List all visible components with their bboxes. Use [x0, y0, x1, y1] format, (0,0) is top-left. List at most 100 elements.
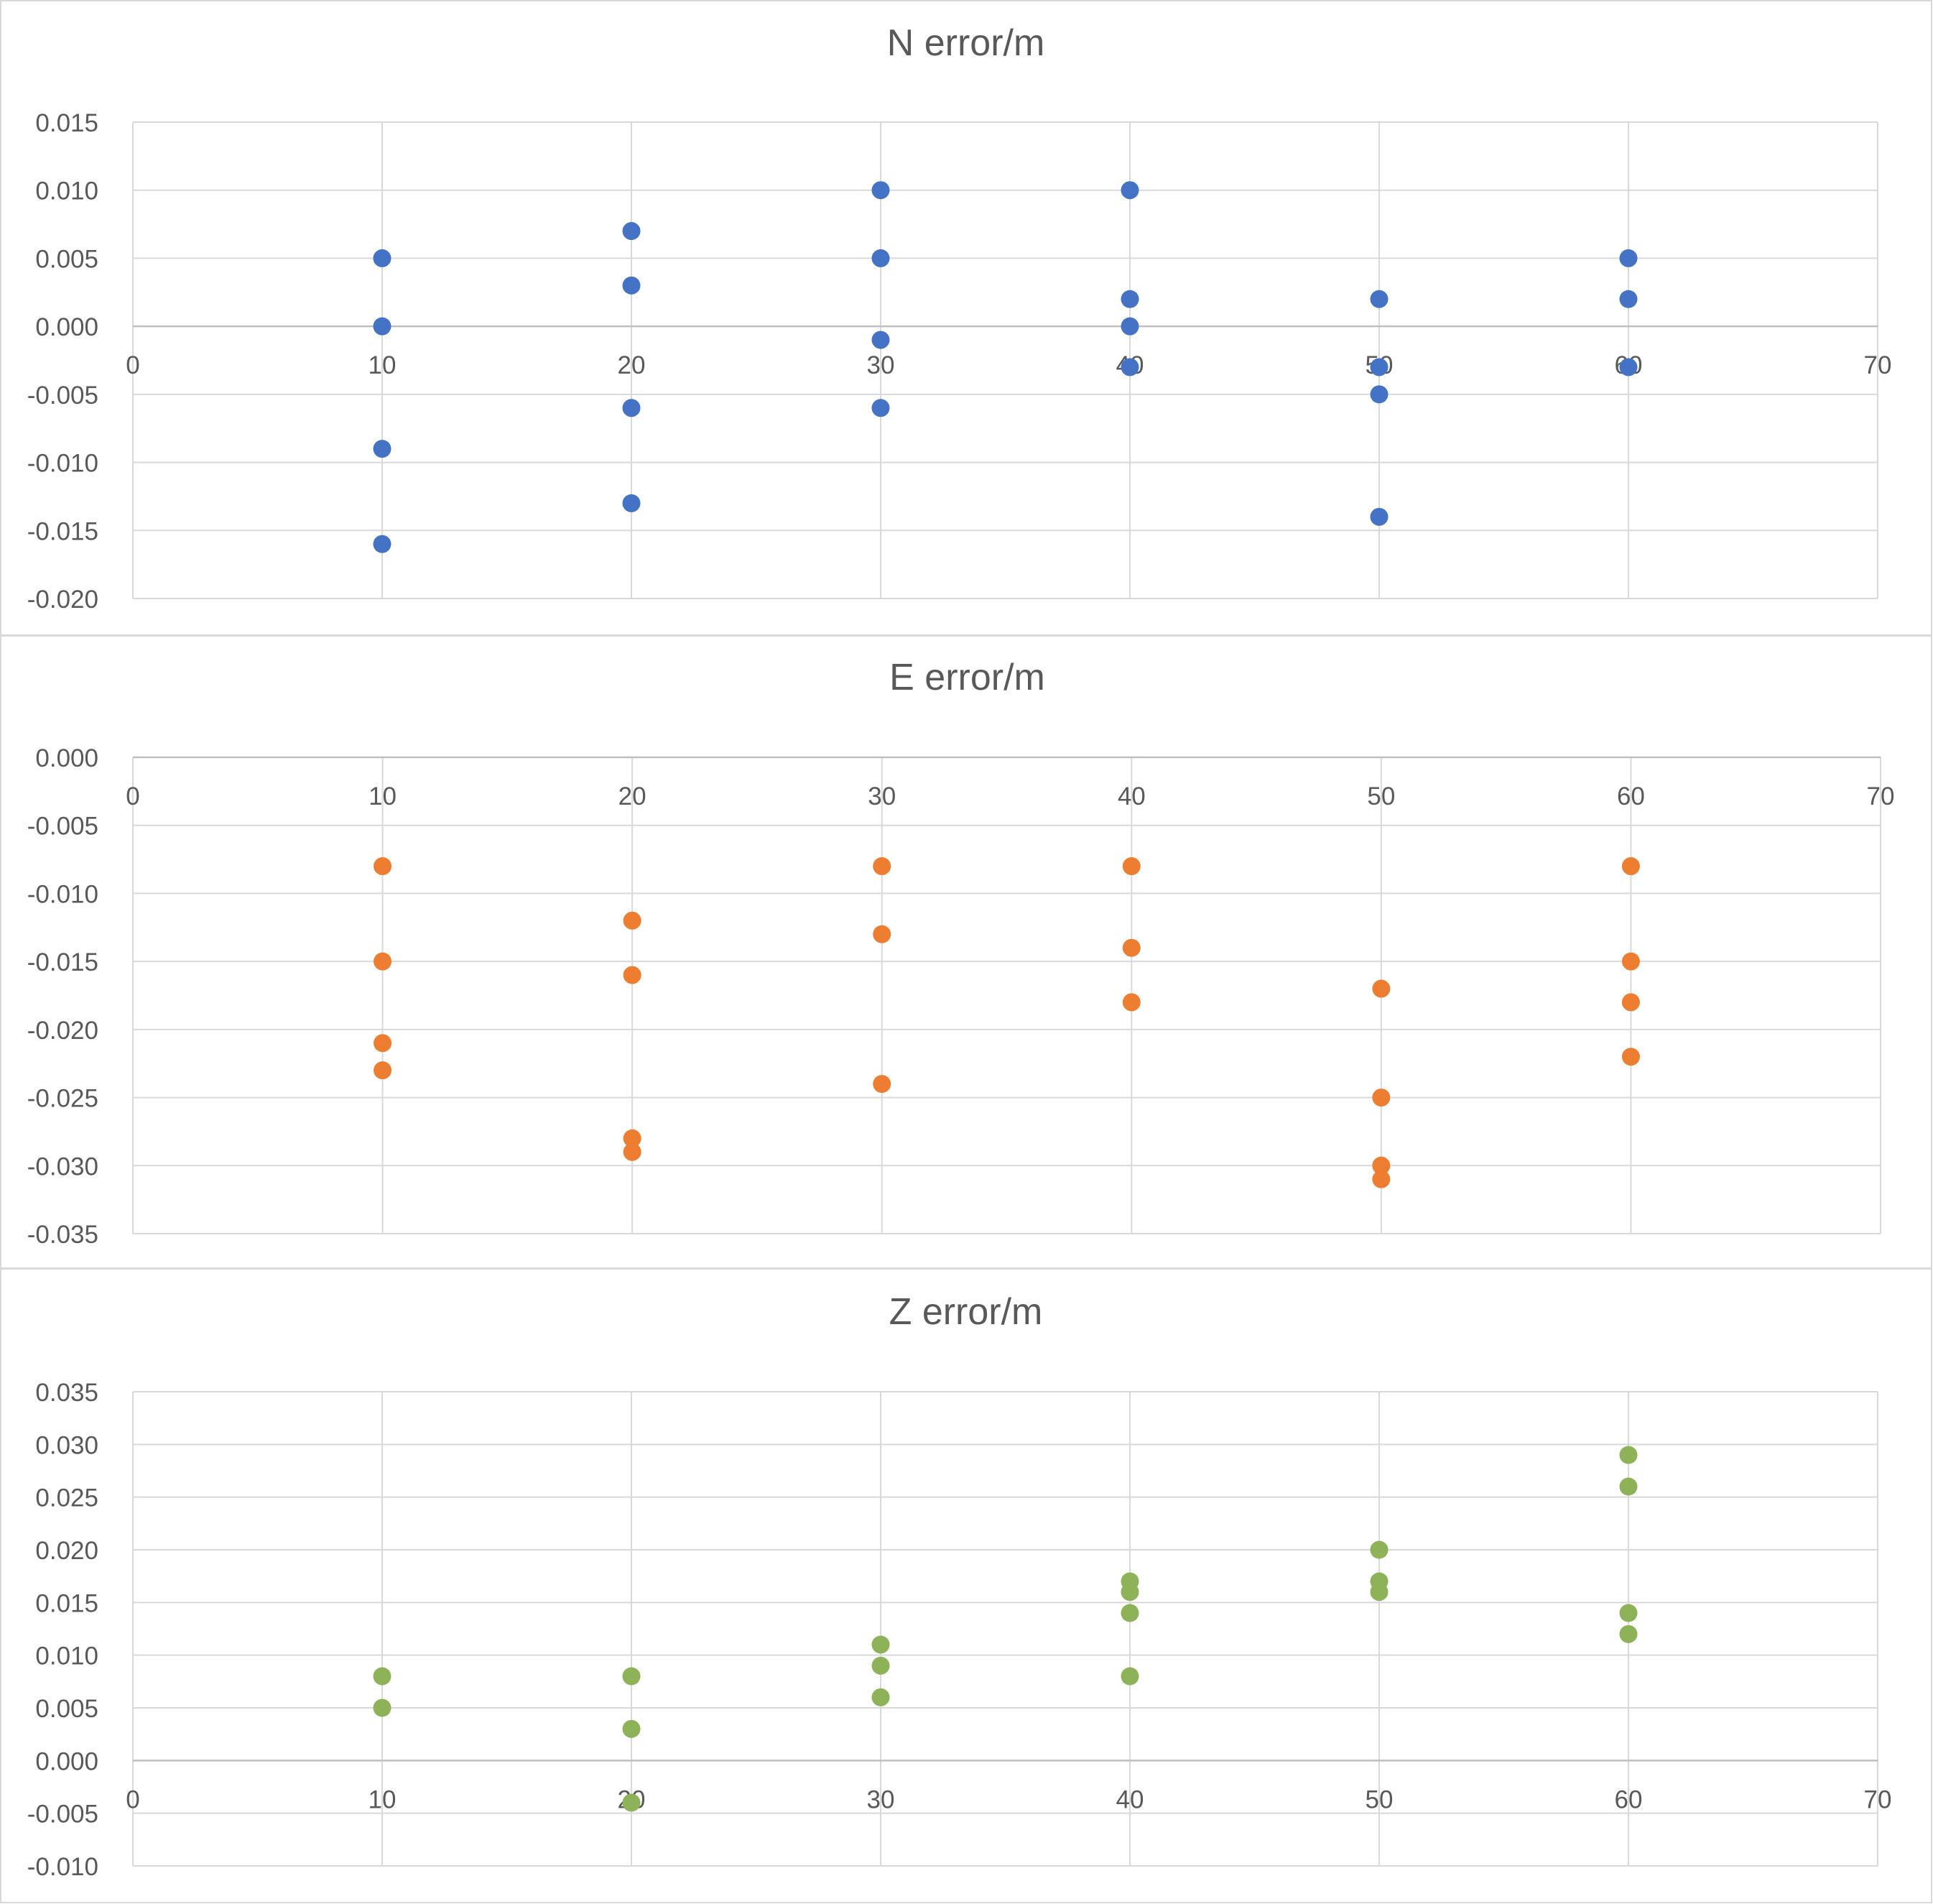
data-point	[622, 222, 641, 241]
data-point	[1370, 358, 1389, 376]
data-point	[622, 494, 641, 512]
y-tick-label: 0.015	[35, 1589, 98, 1617]
y-tick-label: 0.030	[35, 1431, 98, 1459]
data-point	[873, 925, 891, 943]
data-point	[873, 857, 891, 876]
y-tick-label: -0.025	[27, 1085, 98, 1113]
data-point	[1619, 249, 1638, 267]
y-tick-label: 0.015	[35, 109, 98, 137]
x-tick-label: 30	[867, 351, 895, 379]
data-point	[1619, 1604, 1638, 1622]
data-point	[1121, 1667, 1139, 1686]
data-point	[622, 276, 641, 295]
data-point	[1372, 1089, 1391, 1107]
y-tick-label: 0.035	[35, 1379, 98, 1407]
data-point	[871, 1635, 890, 1654]
y-tick-label: -0.015	[27, 517, 98, 545]
x-tick-label: 70	[1864, 351, 1892, 379]
data-point	[1619, 358, 1638, 376]
x-tick-label: 70	[1867, 782, 1895, 810]
data-point	[374, 857, 392, 876]
x-tick-label: 60	[1617, 782, 1645, 810]
x-tick-label: 40	[1116, 1785, 1144, 1813]
y-tick-label: 0.000	[35, 1747, 98, 1775]
data-point	[622, 399, 641, 417]
data-point	[622, 1719, 641, 1738]
data-point	[623, 911, 641, 930]
chart-border	[0, 0, 1932, 636]
x-tick-label: 20	[618, 351, 646, 379]
data-point	[1619, 1477, 1638, 1496]
data-point	[373, 1667, 391, 1686]
x-tick-label: 40	[1118, 782, 1146, 810]
data-point	[871, 331, 890, 349]
x-tick-label: 0	[126, 351, 139, 379]
data-point	[1619, 1625, 1638, 1643]
chart-border	[0, 635, 1932, 1269]
data-point	[374, 1034, 392, 1053]
x-tick-label: 0	[126, 782, 139, 810]
data-point	[1370, 1540, 1389, 1559]
x-tick-label: 70	[1864, 1785, 1892, 1813]
data-point	[1122, 938, 1141, 957]
data-point	[1122, 857, 1141, 876]
x-tick-label: 10	[368, 1785, 397, 1813]
x-tick-label: 60	[1615, 1785, 1643, 1813]
data-point	[871, 399, 890, 417]
data-point	[871, 1688, 890, 1706]
x-tick-label: 50	[1367, 782, 1395, 810]
y-tick-label: -0.010	[27, 880, 98, 908]
y-tick-label: 0.010	[35, 177, 98, 205]
y-tick-label: -0.035	[27, 1221, 98, 1249]
data-point	[871, 249, 890, 267]
data-point	[622, 1793, 641, 1812]
data-point	[373, 535, 391, 553]
data-point	[1122, 993, 1141, 1012]
y-tick-label: 0.005	[35, 1695, 98, 1723]
data-point	[1121, 317, 1139, 336]
y-tick-label: 0.005	[35, 245, 98, 273]
data-point	[1619, 1446, 1638, 1464]
y-tick-label: -0.010	[27, 1853, 98, 1881]
chart-border	[0, 1268, 1932, 1903]
y-tick-label: -0.020	[27, 1017, 98, 1045]
y-tick-label: 0.000	[35, 744, 98, 772]
data-point	[622, 1667, 641, 1686]
data-point	[373, 317, 391, 336]
data-point	[1621, 1048, 1640, 1066]
data-point	[1372, 1156, 1391, 1175]
data-point	[1370, 290, 1389, 308]
data-point	[1372, 1170, 1391, 1188]
chart-panel-2: E error/m 0.000 -0.005 -0.010 -0.015 -0.020 -0…	[0, 635, 1932, 1269]
data-point	[623, 1129, 641, 1147]
y-tick-label: -0.015	[27, 948, 98, 976]
x-tick-label: 0	[126, 1785, 139, 1813]
chart-title: N error/m	[887, 22, 1045, 64]
data-point	[1621, 993, 1640, 1012]
y-tick-label: 0.025	[35, 1484, 98, 1512]
y-tick-label: 0.020	[35, 1537, 98, 1565]
data-point	[1621, 857, 1640, 876]
chart-title: Z error/m	[889, 1291, 1043, 1333]
chart-panel-1: N error/m 0.015 0.010 0.005 0.000 -0.005 -0.01…	[0, 0, 1932, 636]
y-tick-label: -0.030	[27, 1152, 98, 1180]
data-point	[1370, 385, 1389, 404]
data-point	[1121, 1583, 1139, 1602]
x-tick-label: 20	[618, 782, 646, 810]
data-point	[373, 249, 391, 267]
chart-panel-3: Z error/m 0.035 0.030 0.025 0.020 0.015 0.010 0…	[0, 1268, 1932, 1903]
data-point	[623, 1142, 641, 1161]
y-tick-label: -0.005	[27, 382, 98, 410]
data-point	[1121, 290, 1139, 308]
data-point	[1370, 507, 1389, 526]
data-point	[373, 1699, 391, 1717]
data-point	[373, 440, 391, 458]
data-point	[871, 181, 890, 200]
x-tick-label: 50	[1366, 1785, 1394, 1813]
data-point	[1619, 290, 1638, 308]
data-point	[623, 966, 641, 984]
data-point	[1121, 1604, 1139, 1622]
data-point	[374, 1061, 392, 1080]
x-tick-label: 30	[868, 782, 896, 810]
